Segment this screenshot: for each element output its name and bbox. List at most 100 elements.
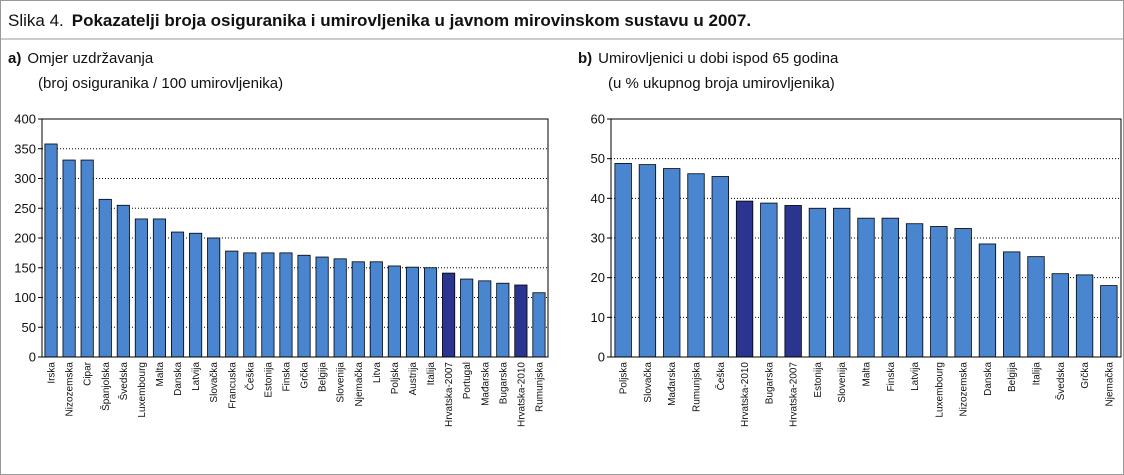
bar	[297, 254, 311, 358]
y-tick-label: 0	[598, 350, 605, 365]
bar	[98, 198, 112, 358]
y-tick-label: 40	[591, 191, 605, 206]
x-tick-label: Irska	[47, 362, 58, 384]
x-tick-label: Slovačka	[643, 362, 654, 403]
x-tick-label: Švedska	[117, 362, 130, 401]
x-tick-label: Malta	[862, 362, 873, 387]
x-tick-label: Portugal	[462, 362, 473, 399]
y-tick-label: 60	[591, 112, 605, 127]
bar	[833, 207, 851, 358]
bar	[80, 159, 94, 358]
x-tick-label: Hrvatska-2010	[740, 362, 751, 427]
y-tick-label: 200	[14, 231, 36, 246]
panel-subtitle: (u % ukupnog broja umirovljenika)	[608, 75, 835, 92]
bar	[1003, 251, 1021, 358]
x-tick-label: Estonija	[813, 362, 824, 398]
x-tick-label: Italija	[1032, 362, 1043, 386]
x-tick-label: Luxembourg	[934, 362, 945, 418]
bar	[225, 250, 239, 358]
bar	[496, 282, 510, 358]
x-tick-label: Grčka	[300, 362, 311, 389]
x-tick-label: Malta	[155, 362, 166, 387]
x-tick-label: Poljska	[390, 362, 401, 395]
y-tick-label: 150	[14, 260, 36, 275]
x-tick-label: Grčka	[1080, 362, 1091, 389]
figure-title: Slika 4. Pokazatelji broja osiguranika i …	[8, 11, 751, 30]
x-tick-label: Latvija	[910, 362, 921, 391]
x-tick-label: Mađarska	[480, 362, 491, 406]
figure-label: Slika 4.	[8, 11, 64, 30]
bar	[460, 278, 474, 358]
bar	[134, 218, 148, 358]
bar	[261, 252, 275, 358]
x-tick-label: Hrvatska-2007	[789, 362, 800, 427]
bar	[881, 217, 899, 358]
x-tick-label: Latvija	[191, 362, 202, 391]
panel-title: b) Umirovljenici u dobi ispod 65 godina	[578, 50, 839, 67]
bar	[369, 261, 383, 358]
bar	[978, 243, 997, 358]
plot-frame	[610, 118, 1122, 358]
bar	[152, 218, 167, 358]
bar	[532, 292, 546, 358]
x-tick-label: Cipar	[83, 361, 94, 386]
bar	[207, 237, 221, 358]
bar	[315, 256, 329, 358]
bar	[1027, 256, 1045, 358]
bar	[663, 168, 681, 358]
x-tick-label: Hrvatska-2010	[516, 362, 527, 427]
panel-title: a) Omjer uzdržavanja	[8, 50, 154, 67]
y-tick-label: 10	[591, 310, 605, 325]
y-tick-label: 100	[14, 290, 36, 305]
bar	[333, 258, 347, 358]
x-tick-label: Slovenija	[837, 362, 848, 403]
x-tick-label: Njemačka	[354, 362, 365, 407]
bar	[442, 272, 456, 358]
plot-frame	[41, 118, 549, 358]
x-tick-label: Litva	[372, 362, 383, 384]
y-tick-label: 20	[591, 270, 605, 285]
figure-title-text: Pokazatelji broja osiguranika i umirovlj…	[72, 11, 751, 30]
x-tick-label: Češka	[243, 362, 256, 391]
y-tick-label: 50	[591, 151, 605, 166]
bar	[478, 280, 492, 358]
bar	[638, 164, 657, 358]
bar	[735, 200, 754, 358]
x-tick-label: Nizozemska	[959, 362, 970, 417]
bar	[243, 252, 257, 358]
bar	[44, 143, 58, 358]
x-tick-label: Finska	[281, 362, 292, 392]
panel-title-text: Omjer uzdržavanja	[27, 50, 154, 67]
bar	[954, 228, 972, 358]
bar	[1075, 274, 1094, 358]
bar	[905, 223, 924, 358]
x-tick-label: Danska	[983, 362, 994, 396]
bar	[1100, 285, 1118, 358]
y-tick-label: 350	[14, 141, 36, 156]
x-tick-label: Češka	[714, 362, 727, 391]
x-tick-label: Finska	[886, 362, 897, 392]
y-tick-label: 0	[29, 350, 36, 365]
bar	[387, 265, 401, 358]
x-tick-label: Španjolska	[99, 362, 112, 411]
x-tick-label: Slovenija	[336, 362, 347, 403]
y-tick-label: 50	[22, 320, 36, 335]
x-tick-label: Belgija	[318, 362, 329, 392]
x-tick-label: Poljska	[619, 362, 630, 395]
bar	[1051, 273, 1069, 358]
bar	[857, 217, 875, 358]
x-tick-label: Bugarska	[498, 362, 509, 405]
x-tick-label: Nizozemska	[65, 362, 76, 417]
panel-title-text: Umirovljenici u dobi ispod 65 godina	[598, 50, 839, 67]
bar	[687, 173, 705, 358]
bar	[351, 261, 365, 358]
bar	[279, 252, 293, 358]
y-tick-label: 300	[14, 171, 36, 186]
bar	[808, 207, 827, 358]
x-tick-label: Njemačka	[1104, 362, 1115, 407]
x-tick-label: Mađarska	[667, 362, 678, 406]
panel-label: a)	[8, 50, 21, 67]
bar	[760, 202, 778, 358]
bar	[170, 231, 185, 358]
